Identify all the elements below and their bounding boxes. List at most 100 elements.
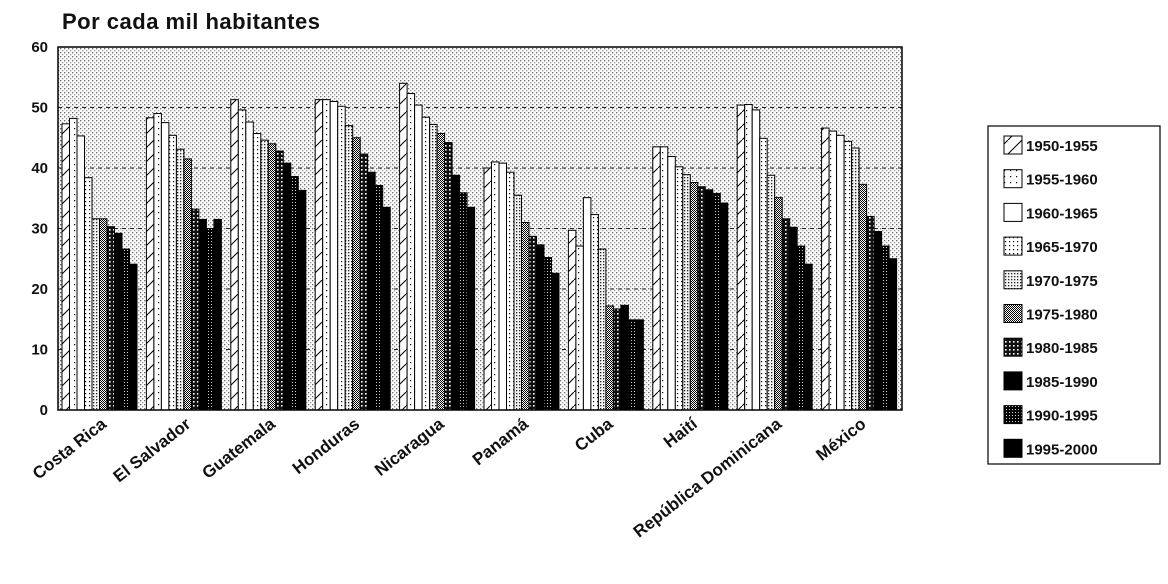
y-tick-label: 50	[31, 100, 48, 117]
bar-6-6	[612, 308, 622, 411]
bar-1-9	[213, 218, 222, 411]
bar-6-5	[605, 305, 614, 411]
bar-6-9	[635, 319, 644, 411]
bar-7-6	[697, 186, 706, 411]
bar-9-6	[866, 215, 875, 411]
bar-8-0	[736, 104, 746, 411]
bar-8-4	[766, 174, 776, 411]
legend-label: 1950-1955	[1026, 138, 1098, 155]
bar-7-0	[652, 146, 661, 411]
bar-9-0	[821, 127, 830, 411]
bar-1-2	[160, 122, 170, 411]
bar-1-5	[183, 158, 192, 411]
bar-3-7	[367, 171, 376, 411]
x-tick-label: Honduras	[289, 414, 363, 478]
legend-swatch	[1003, 337, 1023, 357]
y-tick-label: 20	[31, 281, 48, 298]
bar-5-0	[483, 167, 492, 411]
bar-1-4	[175, 148, 185, 411]
bar-3-4	[344, 125, 354, 411]
bar-1-1	[153, 113, 162, 411]
chart-title: Por cada mil habitantes	[62, 9, 320, 34]
bar-4-9	[466, 206, 476, 411]
bar-3-2	[329, 100, 339, 411]
bar-9-2	[836, 134, 845, 411]
legend-label: 1985-1990	[1026, 374, 1098, 391]
x-tick-label: República Dominicana	[630, 414, 786, 542]
y-tick-label: 30	[31, 221, 48, 238]
bar-0-2	[76, 135, 85, 411]
bar-6-7	[620, 304, 629, 411]
bar-2-1	[237, 109, 247, 411]
bar-2-9	[297, 189, 307, 411]
x-axis-ticks: Costa Rica El Salvador Guatemala Honduras Ni…	[29, 413, 870, 541]
bar-8-8	[796, 245, 806, 411]
bar-8-7	[789, 226, 798, 411]
legend-label: 1995-2000	[1026, 441, 1098, 458]
bar-1-6	[190, 208, 200, 411]
bar-5-8	[543, 257, 552, 411]
bar-6-1	[575, 245, 584, 411]
bar-6-8	[627, 319, 637, 411]
bar-3-1	[322, 99, 331, 411]
bar-5-5	[521, 221, 530, 411]
bar-5-2	[498, 162, 507, 411]
bar-9-9	[888, 258, 898, 411]
legend-label: 1975-1980	[1026, 307, 1098, 324]
bar-2-6	[275, 150, 284, 411]
legend-swatch	[1003, 135, 1023, 155]
bar-4-4	[429, 123, 438, 411]
bar-4-2	[414, 104, 423, 411]
bar-7-2	[667, 156, 676, 411]
bar-4-8	[459, 192, 468, 411]
legend-swatch	[1003, 202, 1023, 222]
bar-5-9	[551, 272, 560, 411]
bar-0-8	[121, 248, 130, 411]
bar-2-5	[267, 143, 277, 411]
bar-8-3	[759, 137, 768, 411]
legend-label: 1965-1970	[1026, 239, 1098, 256]
bar-5-6	[528, 235, 537, 411]
bar-1-8	[205, 228, 215, 411]
bar-9-1	[828, 130, 838, 411]
bar-3-5	[352, 137, 361, 411]
x-tick-label: Guatemala	[199, 414, 280, 483]
bar-0-1	[69, 117, 78, 411]
bar-7-1	[659, 146, 669, 411]
bar-3-6	[359, 153, 369, 411]
y-tick-label: 40	[31, 160, 48, 177]
bar-4-6	[444, 142, 453, 411]
bar-3-9	[382, 206, 391, 411]
bar-2-3	[252, 133, 262, 411]
bar-8-9	[804, 263, 813, 411]
bar-4-1	[406, 93, 416, 411]
y-tick-label: 0	[40, 402, 48, 419]
bar-0-5	[99, 218, 108, 411]
x-tick-label: Cuba	[571, 414, 617, 455]
bar-2-8	[290, 175, 299, 411]
legend-swatch	[1003, 169, 1023, 189]
legend-swatch	[1003, 304, 1023, 323]
bar-1-7	[198, 218, 207, 411]
bar-6-4	[597, 248, 607, 411]
legend-label: 1960-1965	[1026, 205, 1098, 222]
x-tick-label: Haití	[660, 413, 702, 451]
bar-0-9	[129, 263, 138, 411]
legend-label: 1970-1975	[1026, 273, 1098, 290]
legend-label: 1955-1960	[1026, 172, 1098, 189]
bar-8-6	[781, 218, 791, 411]
bar-0-0	[61, 123, 70, 411]
bar-8-1	[744, 103, 753, 411]
legend-swatch	[1003, 371, 1023, 391]
bar-0-6	[106, 226, 115, 411]
bar-6-0	[567, 229, 577, 411]
bar-0-3	[84, 177, 93, 411]
bar-1-0	[145, 117, 155, 411]
bar-0-4	[91, 218, 100, 411]
bar-5-1	[491, 161, 500, 411]
axes	[57, 46, 903, 411]
legend-swatch	[1003, 405, 1023, 425]
bar-8-5	[774, 197, 783, 411]
bar-4-0	[399, 82, 408, 411]
